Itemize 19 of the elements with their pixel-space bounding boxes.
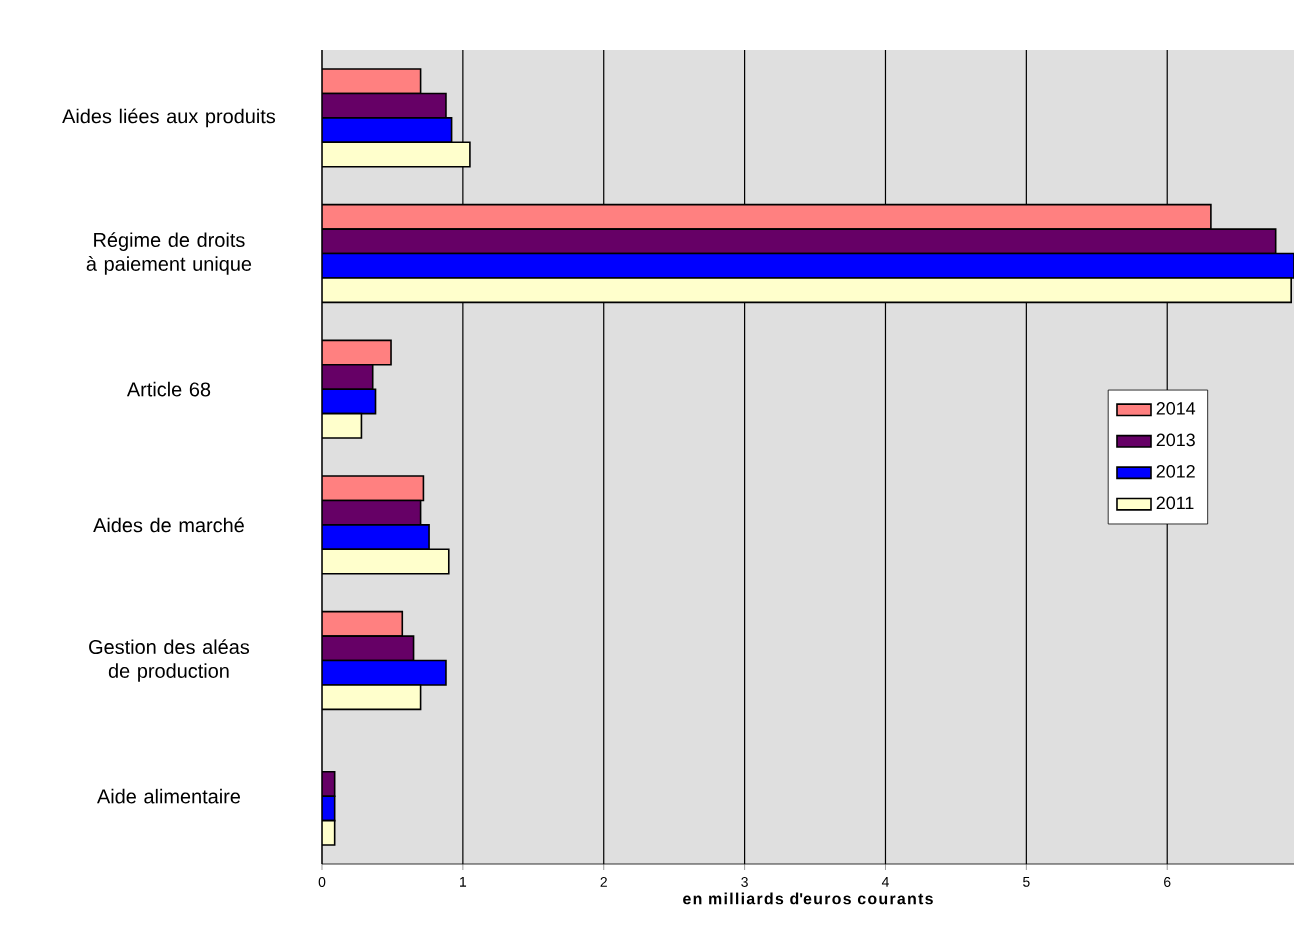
y-tick-label: Régime de droits à paiement unique <box>86 232 252 275</box>
legend-label: 2012 <box>1156 464 1195 478</box>
y-tick-label: Aide alimentaire <box>97 788 241 804</box>
bar <box>321 684 422 711</box>
bar <box>321 277 1292 304</box>
y-tick-label: Aides de marché <box>93 517 244 533</box>
bar <box>321 92 447 119</box>
bar <box>321 141 471 168</box>
bar <box>321 228 1277 255</box>
legend-label: 2014 <box>1156 402 1196 415</box>
bar <box>321 635 415 662</box>
legend-label: 2011 <box>1156 496 1194 510</box>
y-tick-label: Gestion des aléas de production <box>89 639 250 682</box>
bar <box>321 548 450 575</box>
bar <box>321 412 363 439</box>
bar <box>321 499 422 526</box>
y-tick-label: Article 68 <box>126 381 211 397</box>
legend-label: 2013 <box>1156 433 1195 447</box>
y-tick-label: Aides liées aux produits <box>62 108 276 128</box>
